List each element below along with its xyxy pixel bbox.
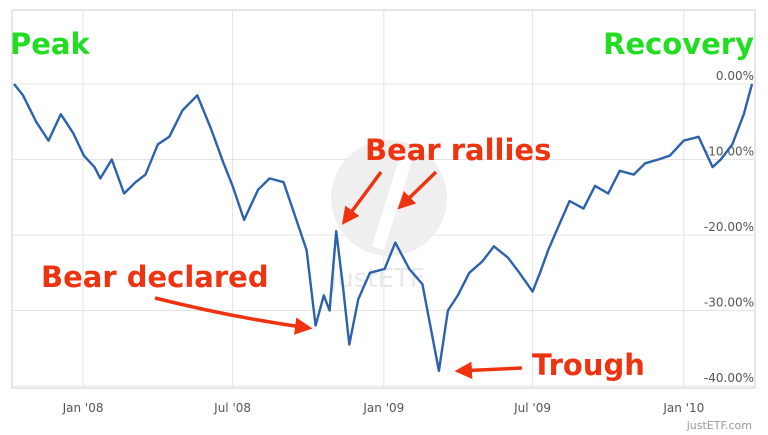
y-tick-label: -30.00% [704,296,754,310]
y-tick-label: -40.00% [704,371,754,385]
x-tick-label: Jan '09 [362,401,404,415]
bear-declared-label: Bear declared [41,260,269,294]
x-tick-label: Jan '10 [662,401,704,415]
trough-arrow [454,361,523,380]
series-line [13,83,754,373]
bear-declared-arrow [154,296,313,335]
y-tick-label: -10.00% [704,145,754,159]
y-tick-label: 0.00% [716,69,754,83]
x-axis-ticks: Jan '08 Jul '08 Jan '09 Jul '09 Jan '10 [62,401,705,415]
x-tick-label: Jan '08 [62,401,104,415]
recovery-label: Recovery [603,27,754,61]
trough-label: Trough [532,348,645,382]
watermark-logo: justETF [329,140,447,294]
bear-rallies-arrow-left [341,170,383,225]
peak-label: Peak [10,27,90,61]
x-tick-label: Jul '08 [213,401,251,415]
y-axis-ticks: 0.00% -10.00% -20.00% -30.00% -40.00% [704,69,754,385]
x-tick-label: Jul '09 [513,401,551,415]
bear-rallies-label: Bear rallies [365,133,551,167]
bear-rallies-arrow-right [397,170,438,210]
credit-text: justETF.com [686,419,752,432]
y-tick-label: -20.00% [704,220,754,234]
